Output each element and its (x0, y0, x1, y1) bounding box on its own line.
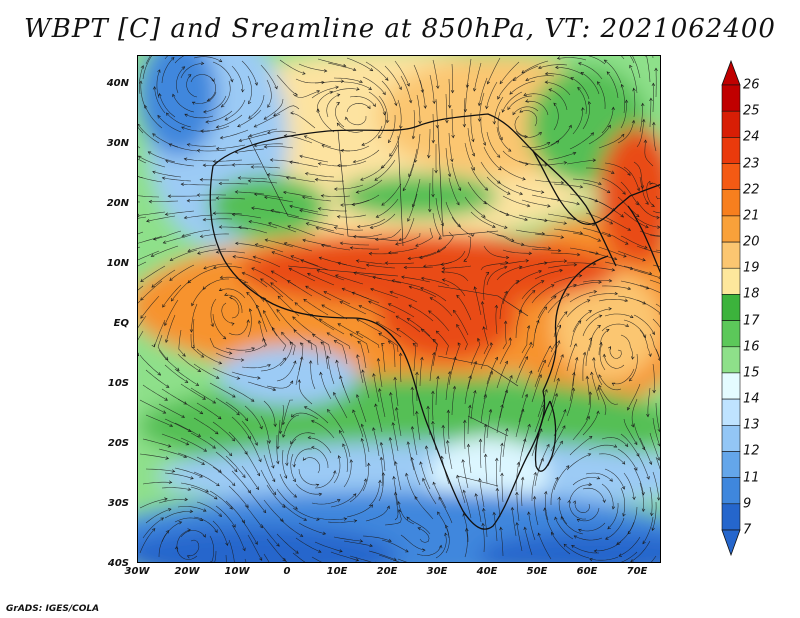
colorbar-swatch (721, 451, 741, 479)
colorbar-top-arrow (721, 59, 741, 86)
colorbar-tick-label: 21 (743, 208, 760, 224)
colorbar-tick-label: 12 (743, 443, 760, 459)
lat-tick-label: EQ (113, 318, 129, 329)
wbpt-streamline-map (138, 56, 660, 562)
lat-tick-label: 10N (106, 258, 129, 269)
colorbar-tick-label: 23 (743, 156, 760, 172)
colorbar-swatch (721, 267, 741, 295)
colorbar-bottom-arrow (721, 529, 741, 557)
colorbar-swatch (721, 424, 741, 452)
grads-credit: GrADS: IGES/COLA (6, 604, 100, 614)
lon-tick-label: 40E (476, 566, 498, 577)
streamline-layer (138, 56, 660, 562)
lat-tick-label: 40N (106, 78, 129, 89)
colorbar-swatch (721, 241, 741, 269)
lon-tick-label: 60E (576, 566, 598, 577)
colorbar-swatch (721, 477, 741, 505)
lat-tick-label: 20N (106, 198, 129, 209)
lon-tick-label: 30E (426, 566, 448, 577)
lon-tick-label: 30W (124, 566, 150, 577)
colorbar-swatch (721, 137, 741, 164)
lat-tick-label: 30N (106, 138, 129, 149)
lon-tick-label: 0 (283, 566, 291, 577)
colorbar-swatch (721, 503, 741, 531)
colorbar-swatch (721, 346, 741, 374)
colorbar-swatch (721, 215, 741, 243)
colorbar-tick-label: 7 (743, 522, 752, 538)
lat-tick-label: 40S (107, 558, 129, 569)
colorbar-tick-label: 22 (743, 182, 760, 198)
lat-tick-label: 30S (107, 498, 129, 509)
colorbar-tick-label: 9 (743, 496, 752, 512)
lat-tick-label: 20S (107, 438, 129, 449)
map-panel[interactable] (137, 55, 661, 563)
colorbar-tick-label: 20 (743, 234, 760, 250)
lon-tick-label: 50E (526, 566, 548, 577)
colorbar-tick-label: 14 (743, 391, 760, 407)
colorbar-tick-label: 19 (743, 260, 760, 276)
colorbar (721, 59, 741, 557)
lon-tick-label: 10W (224, 566, 250, 577)
lon-tick-label: 70E (626, 566, 648, 577)
colorbar-tick-label: 11 (743, 470, 760, 486)
colorbar-tick-label: 18 (743, 286, 760, 302)
lon-tick-label: 20W (174, 566, 200, 577)
colorbar-swatch (721, 163, 741, 191)
colorbar-swatch (721, 320, 741, 348)
colorbar-tick-label: 24 (743, 129, 760, 145)
map-title: WBPT [C] and Sreamline at 850hPa, VT: 20… (24, 14, 776, 44)
lon-tick-label: 20E (376, 566, 398, 577)
colorbar-tick-label: 16 (743, 339, 760, 355)
colorbar-swatch (721, 189, 741, 217)
colorbar-swatch (721, 84, 741, 112)
colorbar-tick-label: 17 (743, 313, 760, 329)
colorbar-swatch (721, 398, 741, 426)
colorbar-tick-label: 26 (743, 77, 760, 93)
colorbar-tick-label: 25 (743, 103, 760, 119)
coastline-layer (209, 113, 660, 530)
lon-tick-label: 10E (326, 566, 348, 577)
colorbar-swatch (721, 110, 741, 138)
colorbar-swatch (721, 372, 741, 400)
lat-tick-label: 10S (107, 378, 129, 389)
colorbar-tick-label: 13 (743, 417, 760, 433)
colorbar-swatch (721, 294, 741, 321)
colorbar-tick-label: 15 (743, 365, 760, 381)
